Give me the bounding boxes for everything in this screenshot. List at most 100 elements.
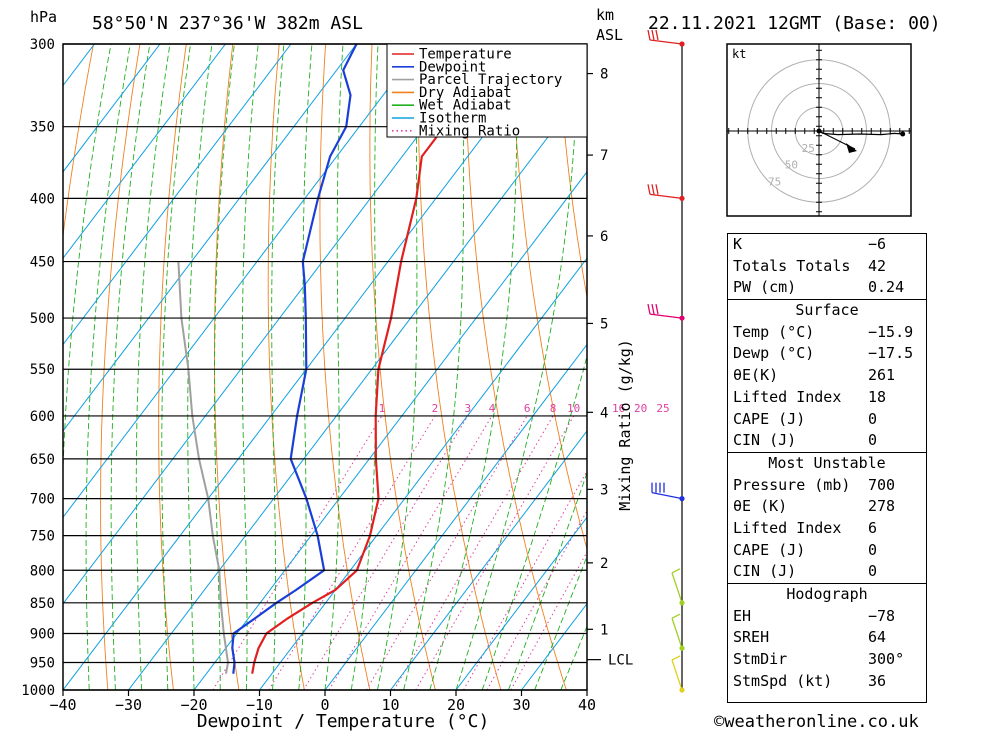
isotherm-line bbox=[194, 44, 684, 690]
dry-adiabat-line bbox=[101, 44, 140, 690]
mu-index-row: CIN (J)0 bbox=[728, 561, 926, 583]
mixing-ratio-axis-title: Mixing Ratio (g/kg) bbox=[616, 339, 634, 511]
isotherm-line bbox=[0, 44, 488, 690]
mu-index-label: Lifted Index bbox=[733, 518, 841, 540]
hodo-index-label: StmDir bbox=[733, 649, 787, 671]
mu-index-value: 278 bbox=[868, 496, 920, 518]
index-value: 0.24 bbox=[868, 277, 920, 299]
x-tick-label: −40 bbox=[49, 696, 76, 714]
wind-barb bbox=[672, 656, 682, 690]
hodograph-indices-title: Hodograph bbox=[728, 584, 926, 606]
surface-index-value: 261 bbox=[868, 365, 920, 387]
dry-adiabat-line bbox=[268, 44, 304, 690]
mixing-ratio-label: 20 bbox=[634, 402, 647, 415]
mixing-ratio-line bbox=[269, 416, 435, 690]
mu-index-row: Lifted Index 6 bbox=[728, 518, 926, 540]
dry-adiabat-line bbox=[976, 44, 1000, 690]
mu-index-row: θE (K) 278 bbox=[728, 496, 926, 518]
isotherm-line bbox=[260, 44, 750, 690]
surface-index-value: −15.9 bbox=[868, 322, 920, 344]
dry-adiabat-line bbox=[418, 44, 501, 690]
mu-index-label: θE (K) bbox=[733, 496, 787, 518]
index-row: K−6 bbox=[728, 234, 926, 256]
index-label: Totals Totals bbox=[733, 256, 850, 278]
surface-index-value: 18 bbox=[868, 387, 920, 409]
mixing-ratio-label: 1 bbox=[379, 402, 386, 415]
surface-index-label: Dewp (°C) bbox=[733, 343, 814, 365]
surface-index-value: 0 bbox=[868, 430, 920, 452]
mu-index-row: Pressure (mb)700 bbox=[728, 475, 926, 497]
surface-index-label: CIN (J) bbox=[733, 430, 796, 452]
x-tick-label: 40 bbox=[578, 696, 596, 714]
pressure-tick-label: 750 bbox=[30, 529, 55, 545]
wind-barb bbox=[648, 184, 682, 198]
series-line-dewpoint bbox=[232, 44, 356, 674]
x-tick-label: −30 bbox=[115, 696, 142, 714]
isotherm-line bbox=[63, 44, 553, 690]
copyright-text: ©weatheronline.co.uk bbox=[714, 712, 919, 732]
wet-adiabat-line bbox=[86, 44, 130, 690]
pressure-tick-label: 800 bbox=[30, 563, 55, 579]
hodograph-end-point bbox=[900, 132, 905, 137]
km-tick-label: 8 bbox=[600, 67, 608, 83]
dry-adiabat-line bbox=[929, 44, 1000, 690]
surface-index-label: CAPE (J) bbox=[733, 409, 805, 431]
surface-index-row: Lifted Index 18 bbox=[728, 387, 926, 409]
index-value: −6 bbox=[868, 234, 920, 256]
hodo-index-row: StmDir 300° bbox=[728, 649, 926, 671]
wet-adiabat-line bbox=[242, 44, 258, 690]
hodograph-ring-label: 50 bbox=[785, 159, 798, 172]
hodo-index-row: EH−78 bbox=[728, 606, 926, 628]
hodo-index-label: SREH bbox=[733, 627, 769, 649]
mu-index-label: CIN (J) bbox=[733, 561, 796, 583]
surface-index-label: Lifted Index bbox=[733, 387, 841, 409]
hodo-index-value: 36 bbox=[868, 671, 920, 693]
hodo-index-row: StmSpd (kt)36 bbox=[728, 671, 926, 693]
wind-barb bbox=[672, 614, 682, 648]
km-tick-label: 7 bbox=[600, 148, 608, 164]
km-unit-label: km bbox=[596, 6, 614, 24]
surface-index-row: Temp (°C) −15.9 bbox=[728, 322, 926, 344]
hodo-index-value: 300° bbox=[868, 649, 920, 671]
mixing-ratio-line bbox=[394, 416, 553, 690]
series-line-parcel-trajectory bbox=[178, 262, 228, 674]
mixing-ratio-label: 4 bbox=[489, 402, 496, 415]
pressure-tick-label: 400 bbox=[30, 191, 55, 207]
surface-index-label: Temp (°C) bbox=[733, 322, 814, 344]
pressure-tick-label: 900 bbox=[30, 626, 55, 642]
pressure-tick-label: 950 bbox=[30, 655, 55, 671]
wind-barb bbox=[652, 483, 682, 499]
wet-adiabat-line bbox=[162, 44, 191, 690]
pressure-tick-label: 450 bbox=[30, 255, 55, 271]
most-unstable-title: Most Unstable bbox=[728, 453, 926, 475]
km-tick-label: 4 bbox=[600, 405, 608, 421]
asl-unit-label: ASL bbox=[596, 26, 623, 44]
pressure-tick-label: 300 bbox=[30, 37, 55, 53]
hodograph-ring-label: 25 bbox=[802, 142, 815, 155]
km-tick-label: 5 bbox=[600, 316, 608, 332]
legend-label: Mixing Ratio bbox=[419, 123, 520, 139]
wet-adiabat-line bbox=[377, 44, 418, 690]
index-row: PW (cm)0.24 bbox=[728, 277, 926, 299]
wet-adiabat-line bbox=[188, 44, 212, 690]
surface-index-value: −17.5 bbox=[868, 343, 920, 365]
mu-index-label: CAPE (J) bbox=[733, 540, 805, 562]
mu-index-value: 6 bbox=[868, 518, 920, 540]
index-value: 42 bbox=[868, 256, 920, 278]
index-row: Totals Totals 42 bbox=[728, 256, 926, 278]
hodo-index-value: −78 bbox=[868, 606, 920, 628]
location-title: 58°50'N 237°36'W 382m ASL bbox=[92, 13, 363, 34]
pressure-tick-label: 500 bbox=[30, 311, 55, 327]
wet-adiabat-line bbox=[272, 44, 284, 690]
x-axis-title: Dewpoint / Temperature (°C) bbox=[197, 711, 490, 732]
dry-adiabat-line bbox=[215, 44, 239, 690]
lcl-label: LCL bbox=[608, 653, 633, 669]
surface-title: Surface bbox=[728, 300, 926, 322]
datetime-title: 22.11.2021 12GMT (Base: 00) bbox=[648, 13, 941, 34]
